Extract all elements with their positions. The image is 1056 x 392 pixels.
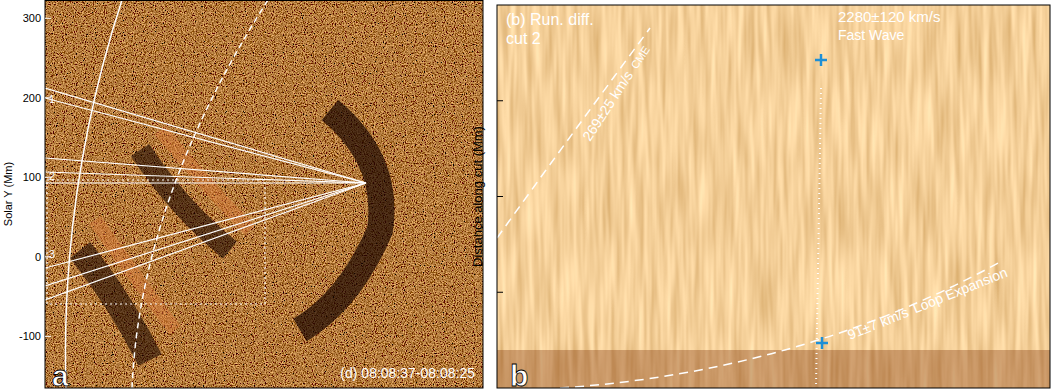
tick xyxy=(45,97,51,98)
figure: 1 2 3 -100 0 100 200 300 Solar Y (Mm) (d) 08:08:3… xyxy=(0,0,1056,392)
annotation-name: Loop Expansion xyxy=(910,264,1009,316)
cut-line xyxy=(45,172,366,183)
loop-fit xyxy=(560,262,1000,388)
tick xyxy=(497,100,503,101)
zoom-box xyxy=(47,180,265,304)
panel-subtitle: cut 2 xyxy=(506,30,541,47)
marker-plus xyxy=(815,54,827,66)
limb-arc xyxy=(65,0,122,388)
tick xyxy=(497,292,503,293)
cut-line xyxy=(45,183,366,286)
cut-line xyxy=(45,182,366,183)
annotation-name: CME xyxy=(628,44,651,71)
tick xyxy=(45,18,51,19)
tick-label: 100 xyxy=(23,171,41,183)
tick-label: -100 xyxy=(19,330,41,342)
dark-band xyxy=(497,350,1050,388)
tick xyxy=(497,196,503,197)
annotation: 91±7 km/sLoop Expansion xyxy=(845,264,1009,343)
tick-label: 200 xyxy=(23,92,41,104)
frame xyxy=(497,5,1050,388)
caption: (d) 08:08:37-08:08:25 xyxy=(340,365,475,381)
marker-plus xyxy=(816,337,828,349)
cut-label: 3 xyxy=(49,248,55,260)
panel-a-image xyxy=(45,0,483,388)
annotation-speed: 269±25 km/s xyxy=(579,68,636,144)
cut-line xyxy=(45,183,366,268)
cut-line xyxy=(45,98,366,183)
axis-title: Distance along cut (Mm) xyxy=(470,126,485,267)
panel-label: a xyxy=(52,359,69,392)
dashed-arc xyxy=(132,0,268,388)
annotation-speed: 2280±120 km/s xyxy=(838,8,940,25)
tick-label: 300 xyxy=(23,12,41,24)
cut-label: 1 xyxy=(49,93,55,105)
annotation-speed: 91±7 km/s xyxy=(845,304,911,343)
tick xyxy=(45,177,51,178)
tick xyxy=(45,256,51,257)
cme-fit xyxy=(497,28,650,238)
tick-label: 0 xyxy=(35,251,41,263)
panel-label: b xyxy=(510,359,528,392)
axis-title: Solar Y (Mm) xyxy=(2,162,14,226)
time-distance-image xyxy=(497,5,1050,388)
dark-structure xyxy=(300,110,381,330)
cut-line xyxy=(45,158,366,183)
cut-line xyxy=(45,88,366,183)
frame xyxy=(45,1,483,389)
tick xyxy=(45,336,51,337)
annotation-name: Fast Wave xyxy=(838,27,905,43)
euv-image xyxy=(45,0,483,388)
cut-line xyxy=(45,183,366,300)
panel-title: (b) Run. diff. xyxy=(506,11,594,28)
panel-b-image xyxy=(497,5,1050,388)
dark-structure xyxy=(80,250,150,360)
annotation: 269±25 km/sCME xyxy=(579,42,653,143)
cut-label: 2 xyxy=(49,170,55,182)
